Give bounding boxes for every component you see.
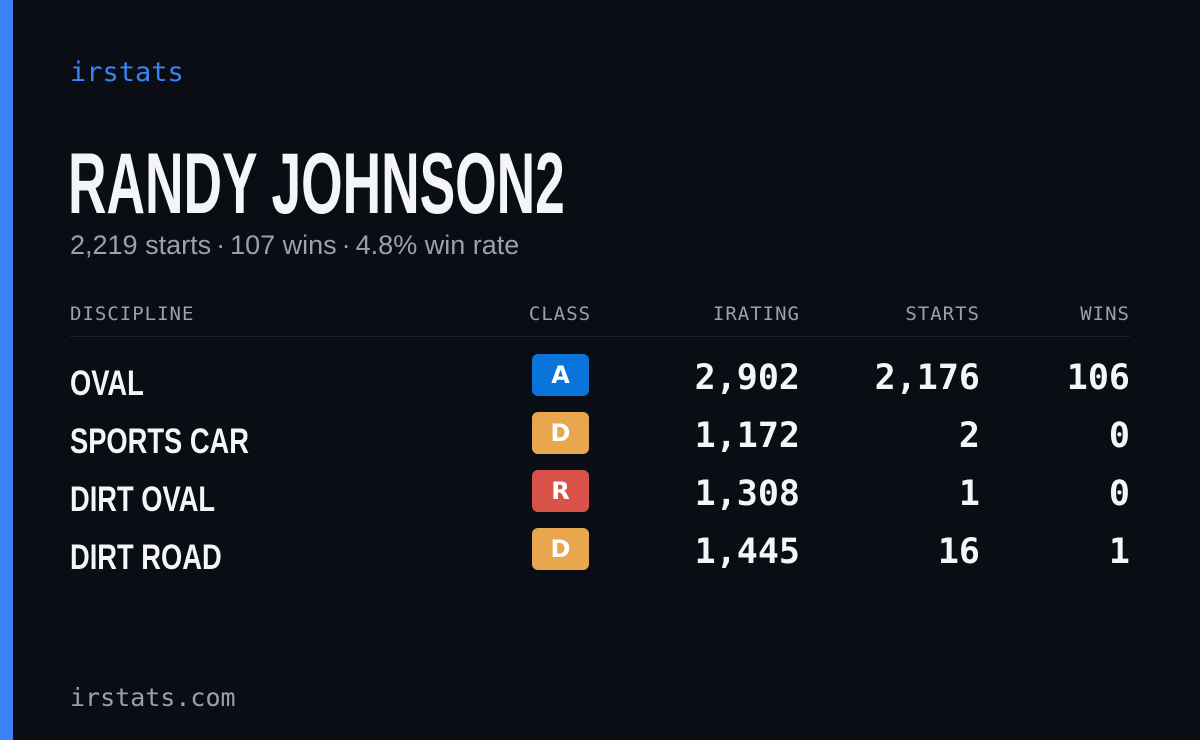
class-badge: D	[532, 412, 589, 454]
discipline-name: OVAL	[70, 364, 144, 403]
header-discipline: DISCIPLINE	[70, 303, 195, 325]
starts-value: 2	[958, 416, 980, 456]
wins-value: 106	[1066, 358, 1130, 398]
header-starts: STARTS	[905, 303, 980, 325]
header-wins: WINS	[1080, 303, 1130, 325]
discipline-name: SPORTS CAR	[70, 422, 249, 461]
starts-value: 1	[958, 474, 980, 514]
starts-value: 16	[937, 532, 980, 572]
summary-wins: 107 wins	[230, 230, 337, 260]
discipline-name: DIRT OVAL	[70, 480, 216, 519]
discipline-table: OVAL A 2,902 2,176 106 SPORTS CAR D 1,17…	[70, 350, 1130, 582]
irating-value: 1,172	[694, 416, 800, 456]
class-badge: A	[532, 354, 589, 396]
table-row: DIRT OVAL R 1,308 1 0	[70, 466, 1130, 524]
brand-logo-text: irstats	[70, 57, 184, 88]
starts-value: 2,176	[874, 358, 980, 398]
wins-value: 1	[1108, 532, 1130, 572]
class-badge: R	[532, 470, 589, 512]
irating-value: 1,308	[694, 474, 800, 514]
table-header: DISCIPLINE CLASS IRATING STARTS WINS	[70, 298, 1130, 330]
header-divider	[70, 336, 1130, 337]
summary-win-rate: 4.8% win rate	[355, 230, 520, 260]
table-row: OVAL A 2,902 2,176 106	[70, 350, 1130, 408]
discipline-name: DIRT ROAD	[70, 538, 222, 577]
wins-value: 0	[1108, 416, 1130, 456]
wins-value: 0	[1108, 474, 1130, 514]
summary-starts: 2,219 starts	[70, 230, 212, 260]
footer-url: irstats.com	[70, 683, 236, 712]
irating-value: 2,902	[694, 358, 800, 398]
header-irating: IRATING	[712, 303, 800, 325]
header-class: CLASS	[528, 303, 592, 325]
table-row: SPORTS CAR D 1,172 2 0	[70, 408, 1130, 466]
table-row: DIRT ROAD D 1,445 16 1	[70, 524, 1130, 582]
summary-separator: ·	[341, 230, 351, 260]
irating-value: 1,445	[694, 532, 800, 572]
player-summary: 2,219 starts · 107 wins · 4.8% win rate	[70, 228, 519, 262]
player-name: RANDY JOHNSON2	[68, 136, 565, 232]
class-badge: D	[532, 528, 589, 570]
summary-separator: ·	[216, 230, 226, 260]
accent-bar	[0, 0, 13, 740]
